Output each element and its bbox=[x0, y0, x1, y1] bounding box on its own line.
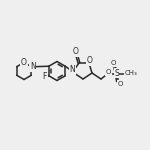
Text: O: O bbox=[87, 56, 93, 65]
Text: O: O bbox=[117, 81, 123, 87]
Text: F: F bbox=[43, 72, 47, 81]
Text: O: O bbox=[111, 60, 116, 66]
Text: S: S bbox=[114, 69, 119, 78]
Text: O: O bbox=[106, 69, 111, 75]
Text: O: O bbox=[21, 58, 27, 67]
Text: CH₃: CH₃ bbox=[125, 70, 137, 76]
Text: O: O bbox=[72, 47, 78, 56]
Text: N: N bbox=[30, 62, 36, 71]
Text: N: N bbox=[70, 65, 75, 74]
